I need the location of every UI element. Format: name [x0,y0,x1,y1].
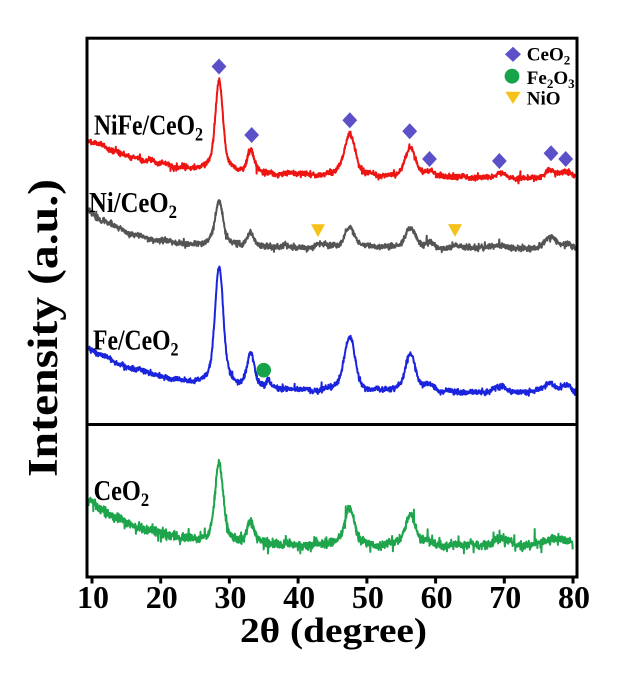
svg-text:NiO: NiO [527,89,561,110]
svg-text:20: 20 [146,579,178,615]
svg-text:30: 30 [214,579,246,615]
svg-text:10: 10 [77,579,109,615]
svg-text:Fe2O3: Fe2O3 [527,68,575,91]
svg-text:Ni/CeO2: Ni/CeO2 [89,188,177,223]
svg-text:NiFe/CeO2: NiFe/CeO2 [94,111,203,146]
svg-text:Fe/CeO2: Fe/CeO2 [93,325,179,360]
svg-text:60: 60 [421,579,453,615]
svg-text:Intensity (a.u.): Intensity (a.u.) [21,179,67,477]
svg-text:CeO2: CeO2 [94,476,150,511]
svg-text:CeO2: CeO2 [527,45,570,68]
svg-text:80: 80 [558,579,590,615]
svg-text:40: 40 [283,579,315,615]
svg-text:50: 50 [352,579,384,615]
svg-text:2θ (degree): 2θ (degree) [240,611,427,650]
svg-text:70: 70 [489,579,521,615]
